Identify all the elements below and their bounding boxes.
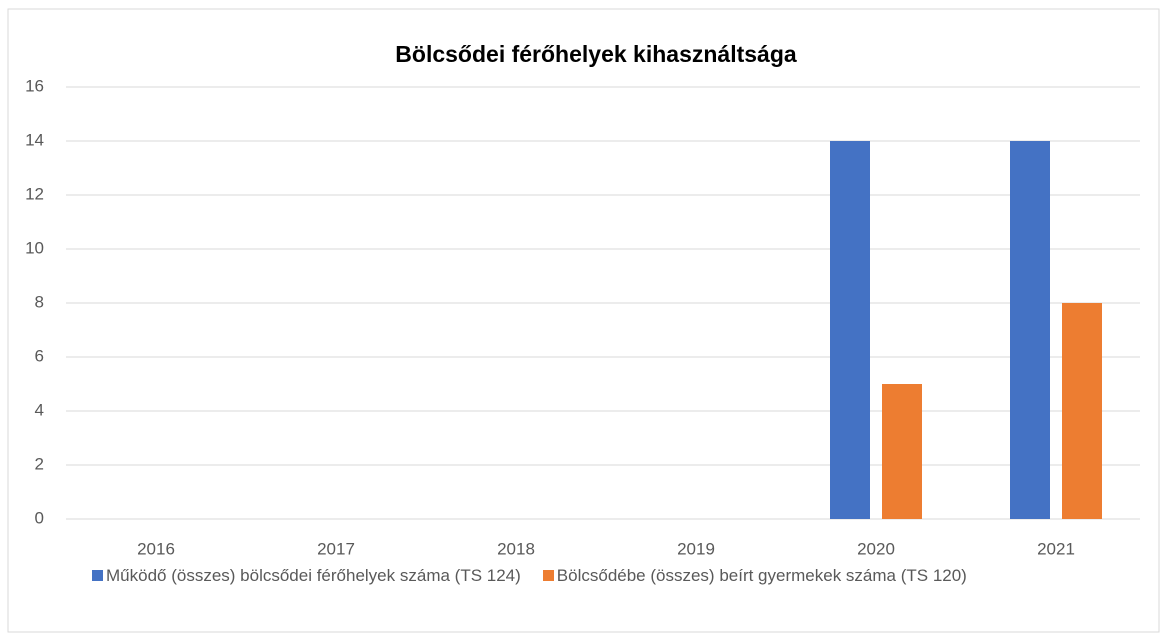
y-tick-label: 2	[35, 454, 44, 473]
y-tick-label: 16	[25, 76, 44, 95]
chart-title: Bölcsődei férőhelyek kihasználtsága	[395, 41, 797, 67]
y-tick-label: 0	[35, 508, 44, 527]
y-tick-label: 14	[25, 130, 44, 149]
x-tick-label: 2019	[677, 539, 715, 558]
legend-label: Bölcsődébe (összes) beírt gyermekek szám…	[556, 566, 967, 585]
x-tick-label: 2020	[857, 539, 895, 558]
x-tick-label: 2016	[137, 539, 175, 558]
bar	[1062, 303, 1102, 519]
y-tick-label: 4	[35, 400, 44, 419]
chart-border	[7, 8, 1160, 633]
x-tick-label: 2018	[497, 539, 535, 558]
y-tick-label: 10	[25, 238, 44, 257]
y-tick-label: 8	[35, 292, 44, 311]
legend-item: Működő (összes) bölcsődei férőhelyek szá…	[92, 563, 521, 589]
x-tick-label: 2017	[317, 539, 355, 558]
legend-swatch	[92, 570, 103, 581]
y-tick-label: 6	[35, 346, 44, 365]
bar	[882, 384, 922, 519]
legend: Működő (összes) bölcsődei férőhelyek szá…	[92, 563, 983, 589]
legend-label: Működő (összes) bölcsődei férőhelyek szá…	[106, 566, 521, 585]
bar	[1010, 141, 1050, 519]
y-tick-label: 12	[25, 184, 44, 203]
legend-item: Bölcsődébe (összes) beírt gyermekek szám…	[542, 563, 983, 589]
legend-swatch	[542, 570, 554, 581]
bar	[830, 141, 870, 519]
x-tick-label: 2021	[1037, 539, 1075, 558]
